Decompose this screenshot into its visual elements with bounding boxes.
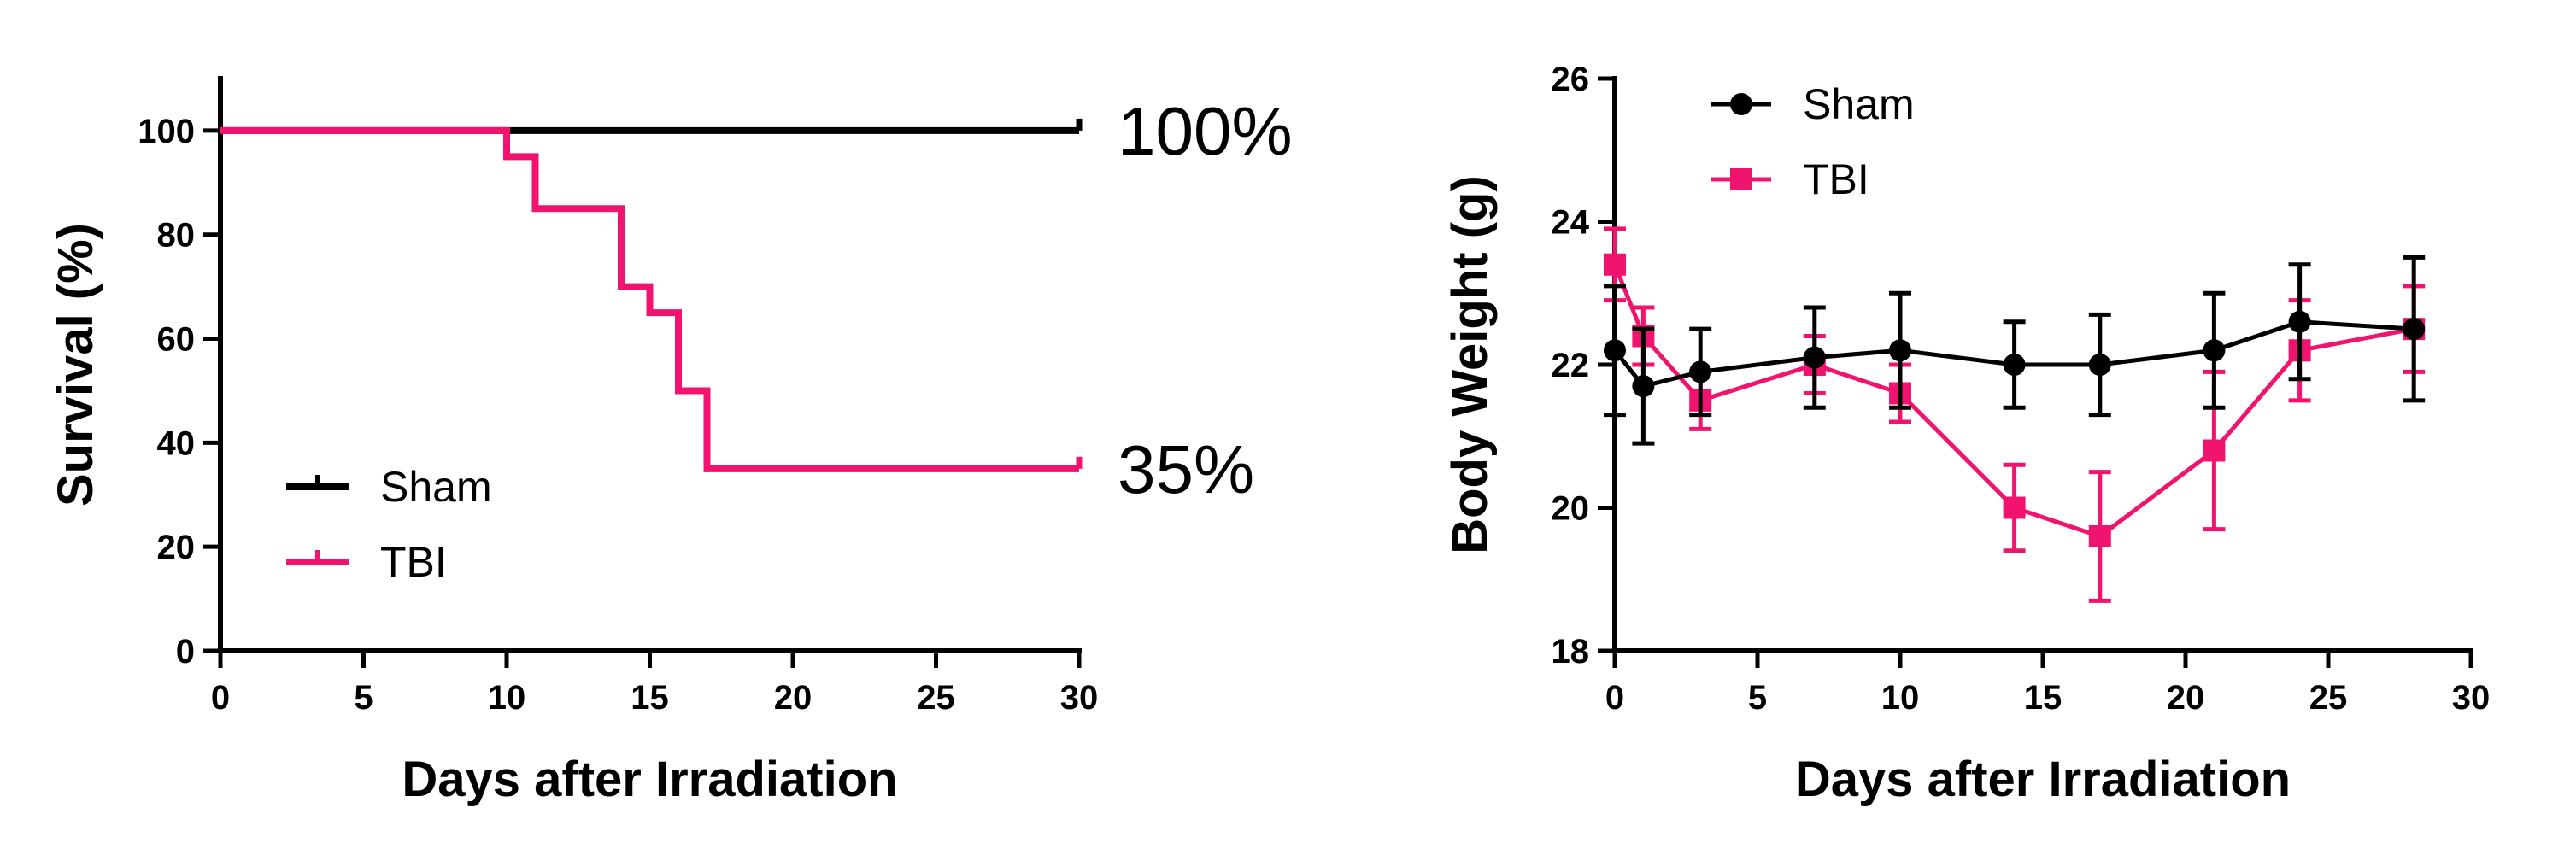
data-point	[1604, 339, 1626, 362]
x-tick-label: 25	[917, 679, 955, 717]
x-tick-label: 20	[2167, 679, 2205, 717]
data-point	[1803, 346, 1826, 369]
annotation-tbi: 35%	[1118, 431, 1254, 507]
x-tick-label: 5	[1748, 679, 1767, 717]
x-tick-label: 25	[2309, 679, 2348, 717]
x-tick-label: 20	[774, 679, 813, 717]
y-tick-label: 40	[157, 424, 196, 462]
x-tick-label: 5	[354, 679, 373, 717]
y-tick-label: 100	[138, 113, 195, 150]
x-tick-label: 0	[1605, 679, 1624, 717]
weight-legend: Sham TBI	[1711, 80, 1915, 203]
x-tick-label: 30	[1060, 679, 1099, 717]
y-axis-title: Body Weight (g)	[1442, 175, 1498, 554]
survival-chart: 0 5 10 15 20 25 30 0 20 40 60 80 100 Days after Irrad…	[48, 76, 1293, 807]
body-weight-chart: 0 5 10 15 20 25 30 18 20 22 24 26 Days after Irradia…	[1442, 61, 2490, 807]
data-point	[2003, 496, 2026, 519]
x-tick-label: 15	[2024, 679, 2063, 717]
y-tick-label: 60	[157, 321, 196, 359]
legend-label-sham: Sham	[1803, 80, 1915, 128]
y-tick-label: 80	[157, 217, 196, 255]
y-axis-title: Survival (%)	[48, 223, 103, 506]
data-point	[1632, 375, 1655, 398]
data-point	[2088, 525, 2111, 547]
y-tick-label: 20	[157, 529, 196, 566]
x-tick-label: 30	[2452, 679, 2491, 717]
x-tick-label: 10	[488, 679, 526, 717]
x-tick-label: 0	[211, 679, 230, 717]
data-point	[2203, 439, 2226, 462]
x-tick-label: 10	[1881, 679, 1920, 717]
legend-label-sham: Sham	[380, 463, 492, 511]
legend-label-tbi: TBI	[380, 538, 447, 586]
data-point	[2203, 339, 2226, 362]
y-tick-label: 18	[1552, 633, 1590, 670]
y-tick-label: 24	[1552, 204, 1590, 242]
survival-legend: Sham TBI	[286, 463, 492, 586]
x-tick-label: 15	[631, 679, 669, 717]
legend-marker	[1730, 93, 1752, 115]
series-sham	[1604, 255, 2426, 446]
data-point	[1604, 253, 1626, 276]
y-tick-label: 22	[1552, 347, 1590, 384]
data-point	[1889, 339, 1911, 362]
data-line	[1612, 263, 2415, 539]
data-point	[2088, 354, 2111, 376]
y-tick-label: 26	[1552, 61, 1590, 98]
x-axis-title: Days after Irradiation	[402, 752, 897, 807]
data-point	[2288, 310, 2311, 333]
survival-line-tbi	[220, 126, 1079, 472]
annotation-sham: 100%	[1118, 93, 1293, 169]
data-point	[2003, 354, 2026, 376]
data-line	[1613, 319, 2415, 389]
data-point	[2403, 318, 2426, 341]
legend-label-tbi: TBI	[1803, 155, 1869, 203]
y-tick-label: 0	[176, 633, 195, 670]
y-tick-label: 20	[1552, 490, 1590, 528]
data-point	[1689, 360, 1712, 383]
x-axis-title: Days after Irradiation	[1795, 752, 2291, 807]
legend-marker	[1730, 168, 1752, 190]
